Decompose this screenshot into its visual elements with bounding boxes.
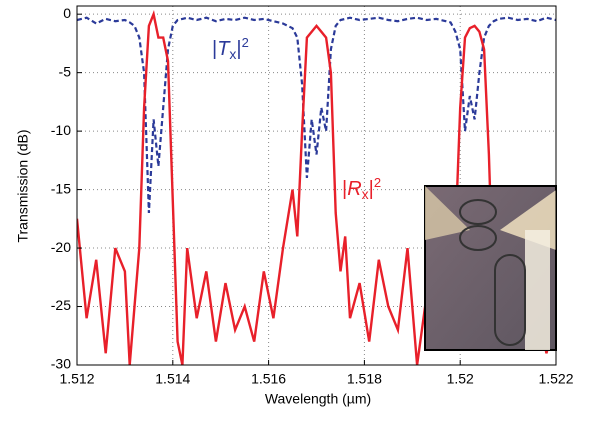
x-tick-label: 1.514 xyxy=(155,371,190,387)
series-line xyxy=(77,10,556,365)
annotation-part: x xyxy=(362,186,369,202)
x-axis-label: Wavelength (µm) xyxy=(265,391,371,407)
annotation-part: x xyxy=(229,46,236,62)
annotation-part: | xyxy=(236,38,241,60)
ticks: 1.512 1.514 1.516 1.518 1.52 1.522 0 -5 -10 -15 -2… xyxy=(51,5,574,387)
y-tick-label: -30 xyxy=(51,356,71,372)
series-line xyxy=(77,16,556,214)
plot-lines xyxy=(77,10,556,365)
y-tick-label: -15 xyxy=(51,180,71,196)
annotation-part: | xyxy=(212,38,217,60)
series-annotation: |Tx|2 xyxy=(212,35,249,61)
x-tick-label: 1.52 xyxy=(447,371,474,387)
y-tick-label: -10 xyxy=(51,122,71,138)
annotation-part: R xyxy=(347,178,361,200)
plot-frame xyxy=(76,5,557,366)
x-tick-label: 1.522 xyxy=(538,371,573,387)
annotation-part: T xyxy=(217,38,231,60)
annotation-part: | xyxy=(342,178,347,200)
annotation-part: | xyxy=(369,178,374,200)
annotation-part: 2 xyxy=(242,35,249,50)
y-tick-label: -25 xyxy=(51,297,71,313)
x-tick-label: 1.512 xyxy=(59,371,94,387)
x-tick-label: 1.518 xyxy=(347,371,382,387)
series-annotation: |Rx|2 xyxy=(342,175,381,201)
y-axis-label: Transmission (dB) xyxy=(15,129,31,242)
x-tick-label: 1.516 xyxy=(251,371,286,387)
inset-photo xyxy=(424,185,557,351)
y-tick-label: -20 xyxy=(51,239,71,255)
annotation-part: 2 xyxy=(374,175,381,190)
y-tick-label: 0 xyxy=(63,5,71,21)
y-tick-label: -5 xyxy=(59,63,72,79)
